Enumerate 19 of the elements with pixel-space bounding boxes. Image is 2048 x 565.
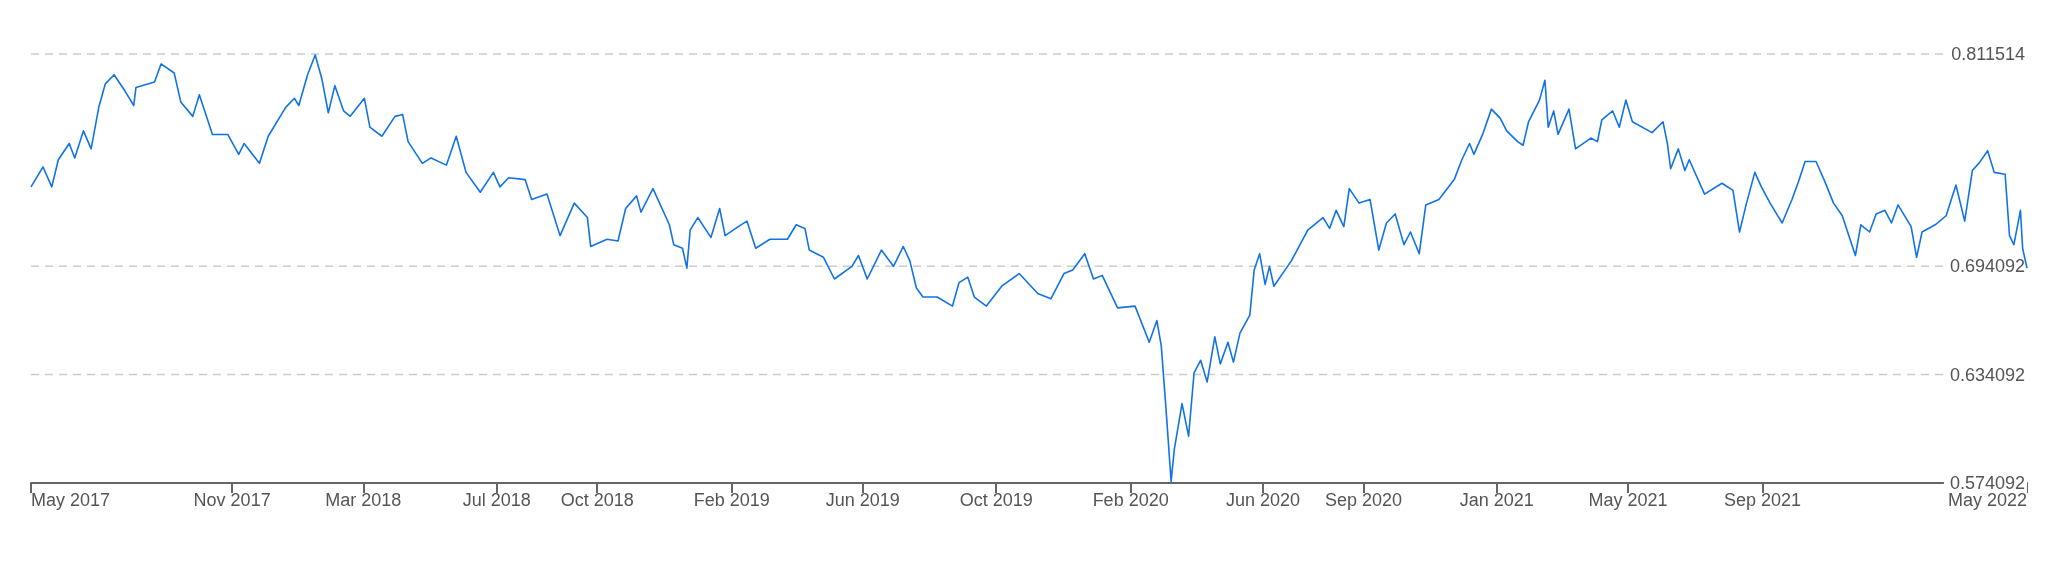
x-tick-label: May 2022 (1947, 490, 2027, 510)
y-tick-label: 0.634092 (1949, 364, 2025, 385)
x-tick-label: May 2021 (1588, 490, 1668, 510)
x-tick-label: Jun 2020 (1225, 490, 1300, 510)
x-tick-label: Jun 2019 (825, 490, 900, 510)
y-tick-label: 0.574092 (1949, 473, 2025, 493)
x-tick-label: Feb 2019 (693, 490, 770, 510)
x-tick-label: Mar 2018 (325, 490, 402, 510)
y-tick-label: 0.811514 (1951, 44, 2025, 64)
x-tick-label: Oct 2019 (959, 490, 1033, 510)
x-tick-label: Jul 2018 (462, 490, 531, 510)
y-tick-label: 0.694092 (1949, 256, 2025, 277)
x-tick-label: Sep 2021 (1723, 490, 1802, 510)
x-tick-label: Sep 2020 (1324, 490, 1403, 510)
x-tick-label: Oct 2018 (560, 490, 634, 510)
x-tick-label: Nov 2017 (193, 490, 271, 510)
x-tick-label: Feb 2020 (1092, 490, 1169, 510)
x-tick-label: Jan 2021 (1459, 490, 1534, 510)
x-tick-label: May 2017 (31, 490, 111, 510)
